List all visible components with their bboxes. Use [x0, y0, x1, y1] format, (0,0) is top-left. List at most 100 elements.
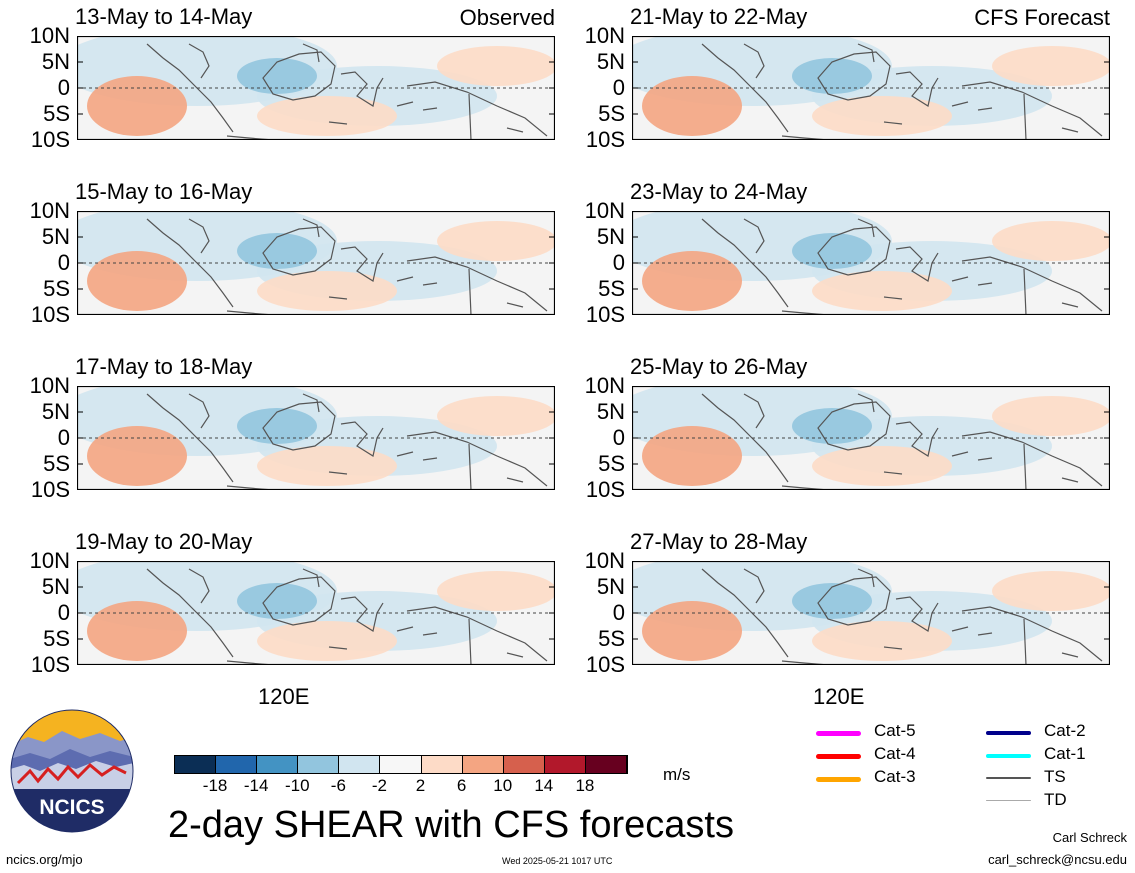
colorbar-segment: [421, 756, 463, 773]
colorbar-tick-label: 18: [575, 776, 595, 795]
lat-tick-label: 10N: [29, 548, 70, 573]
coastline: [961, 81, 1103, 137]
coastline: [817, 226, 891, 276]
shear-anomaly: [237, 583, 317, 619]
lat-tick-label: 5N: [596, 49, 625, 74]
lat-tick-label: 10S: [585, 477, 625, 502]
lat-tick-label: 0: [57, 250, 70, 275]
shear-map: [632, 36, 1110, 140]
shear-anomaly: [257, 621, 397, 661]
footer-url: ncics.org/mjo: [6, 852, 83, 867]
coastline: [951, 451, 969, 457]
lat-tick-label: 10N: [584, 548, 625, 573]
coastline: [406, 256, 548, 312]
colorbar-tick-label: -18: [202, 776, 228, 795]
coastline: [1061, 652, 1079, 658]
coastline: [302, 568, 320, 588]
lat-tick-label: 10N: [584, 23, 625, 48]
shear-anomaly: [992, 221, 1110, 261]
colorbar-segment: [216, 756, 258, 773]
shear-anomaly: [642, 251, 742, 311]
colorbar-segment: [257, 756, 299, 773]
coastline: [188, 218, 210, 254]
shear-anomaly: [812, 271, 952, 311]
lat-tick-label: 5N: [596, 399, 625, 424]
coastline: [883, 296, 903, 300]
coastline: [422, 457, 438, 461]
panel-date-range: 25-May to 26-May: [630, 354, 808, 379]
coastline: [302, 43, 320, 63]
shear-map: [77, 36, 555, 140]
colorbar-tick-label: -6: [330, 776, 346, 795]
shear-anomaly: [812, 446, 952, 486]
legend-label: Cat-3: [874, 767, 916, 786]
lat-tick-label: 10N: [29, 198, 70, 223]
shear-map: [632, 561, 1110, 665]
colorbar-segment: [585, 756, 627, 773]
shear-anomaly: [437, 221, 555, 261]
lat-tick-label: 0: [57, 425, 70, 450]
coastline: [188, 43, 210, 79]
coastline: [961, 606, 1103, 662]
shear-anomaly: [257, 96, 397, 136]
lat-tick-label: 10S: [585, 302, 625, 327]
panel-date-range: 21-May to 22-May: [630, 4, 808, 29]
shear-anomaly: [87, 76, 187, 136]
colorbar-segment: [175, 756, 217, 773]
lat-tick-label: 0: [612, 250, 625, 275]
lat-tick-label: 10S: [585, 127, 625, 152]
coastline: [977, 632, 993, 636]
coastline: [468, 618, 472, 665]
lon-tick-label: 120E: [258, 684, 310, 709]
lat-tick-label: 5N: [41, 574, 70, 599]
footer-author: Carl Schreck: [1052, 830, 1127, 845]
legend-swatch: [816, 754, 861, 759]
coastline: [1023, 93, 1027, 140]
coastline: [883, 646, 903, 650]
lat-tick-label: 0: [57, 600, 70, 625]
shear-map: [77, 561, 555, 665]
legend-swatch: [986, 754, 1031, 758]
coastline: [328, 646, 348, 650]
coastline: [1061, 302, 1079, 308]
coastline: [328, 296, 348, 300]
coastline: [406, 81, 548, 137]
coastline: [1023, 618, 1027, 665]
lat-tick-label: 10N: [29, 373, 70, 398]
shear-anomaly: [87, 426, 187, 486]
coastline: [857, 393, 875, 413]
coastline: [977, 107, 993, 111]
coastline: [262, 51, 336, 101]
legend-label: Cat-4: [874, 744, 916, 763]
shear-anomaly: [87, 251, 187, 311]
shear-anomaly: [437, 46, 555, 86]
coastline: [857, 218, 875, 238]
lat-tick-label: 10S: [585, 652, 625, 677]
coastline: [743, 218, 765, 254]
coastline: [422, 282, 438, 286]
coastline: [1023, 268, 1027, 315]
colorbar: [174, 755, 628, 774]
coastline: [961, 431, 1103, 487]
shear-anomaly: [812, 96, 952, 136]
shear-map: [632, 386, 1110, 490]
coastline: [701, 43, 789, 133]
coastline: [328, 121, 348, 125]
colorbar-segment: [339, 756, 381, 773]
shear-anomaly: [642, 601, 742, 661]
coastline: [302, 393, 320, 413]
lat-tick-label: 10N: [584, 198, 625, 223]
coastline: [961, 256, 1103, 312]
panel-source-label: CFS Forecast: [974, 5, 1110, 30]
coastline: [396, 451, 414, 457]
legend-swatch: [986, 731, 1031, 735]
coastline: [743, 43, 765, 79]
colorbar-tick-label: 6: [456, 776, 467, 795]
coastline: [701, 393, 789, 483]
panel-date-range: 13-May to 14-May: [75, 4, 253, 29]
lat-tick-label: 5S: [43, 101, 70, 126]
lat-tick-label: 5S: [43, 276, 70, 301]
legend-label: Cat-2: [1044, 721, 1086, 740]
coastline: [422, 107, 438, 111]
coastline: [302, 218, 320, 238]
